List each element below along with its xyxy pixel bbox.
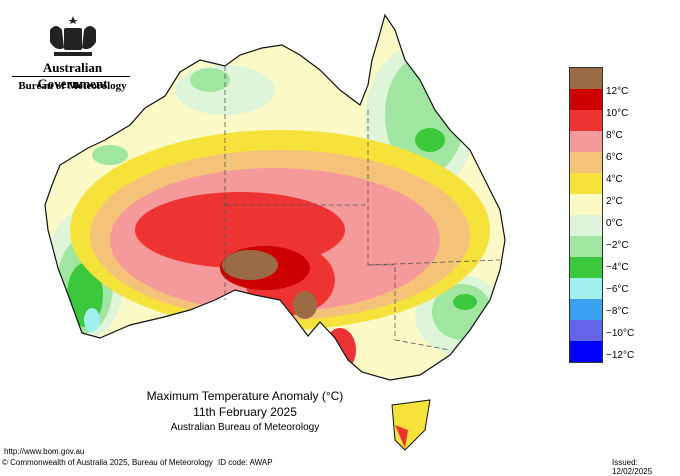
legend-label: −10°C — [606, 328, 635, 339]
legend-swatch — [569, 89, 603, 110]
footer-issued: Issued: 12/02/2025 — [612, 458, 653, 476]
footer-id-code: ID code: AWAP — [218, 458, 273, 467]
legend-swatch — [569, 236, 603, 257]
legend-swatch — [569, 215, 603, 236]
legend-label: −12°C — [606, 350, 635, 361]
legend-label: 4°C — [606, 174, 623, 185]
map-date: 11th February 2025 — [193, 405, 297, 419]
legend-swatch — [569, 341, 603, 363]
footer-url: http://www.bom.gov.au — [4, 447, 85, 456]
legend-label: 2°C — [606, 196, 623, 207]
legend-swatch — [569, 194, 603, 215]
legend-label: 6°C — [606, 152, 623, 163]
coat-of-arms-icon — [50, 16, 96, 56]
color-legend — [569, 67, 603, 363]
legend-swatch — [569, 110, 603, 131]
bureau-name: Bureau of Meteorology — [18, 80, 127, 92]
map-title-block: Maximum Temperature Anomaly (°C) 11th Fe… — [95, 388, 395, 436]
legend-swatch — [569, 299, 603, 320]
legend-label: −4°C — [606, 262, 629, 273]
legend-label: 12°C — [606, 86, 629, 97]
legend-swatch — [569, 278, 603, 299]
legend-swatch — [569, 152, 603, 173]
legend-label: 0°C — [606, 218, 623, 229]
legend-label: 10°C — [606, 108, 629, 119]
government-name: Australian Government — [37, 60, 108, 91]
map-source: Australian Bureau of Meteorology — [170, 422, 320, 433]
legend-label: −6°C — [606, 284, 629, 295]
legend-swatch — [569, 67, 603, 89]
map-title: Maximum Temperature Anomaly (°C) — [146, 389, 344, 403]
legend-swatch — [569, 173, 603, 194]
legend-label: 8°C — [606, 130, 623, 141]
footer-copyright: © Commonwealth of Australia 2025, Bureau… — [2, 458, 213, 467]
header-divider — [12, 76, 130, 77]
legend-swatch — [569, 131, 603, 152]
legend-swatch — [569, 257, 603, 278]
legend-swatch — [569, 320, 603, 341]
legend-label: −8°C — [606, 306, 629, 317]
legend-label: −2°C — [606, 240, 629, 251]
